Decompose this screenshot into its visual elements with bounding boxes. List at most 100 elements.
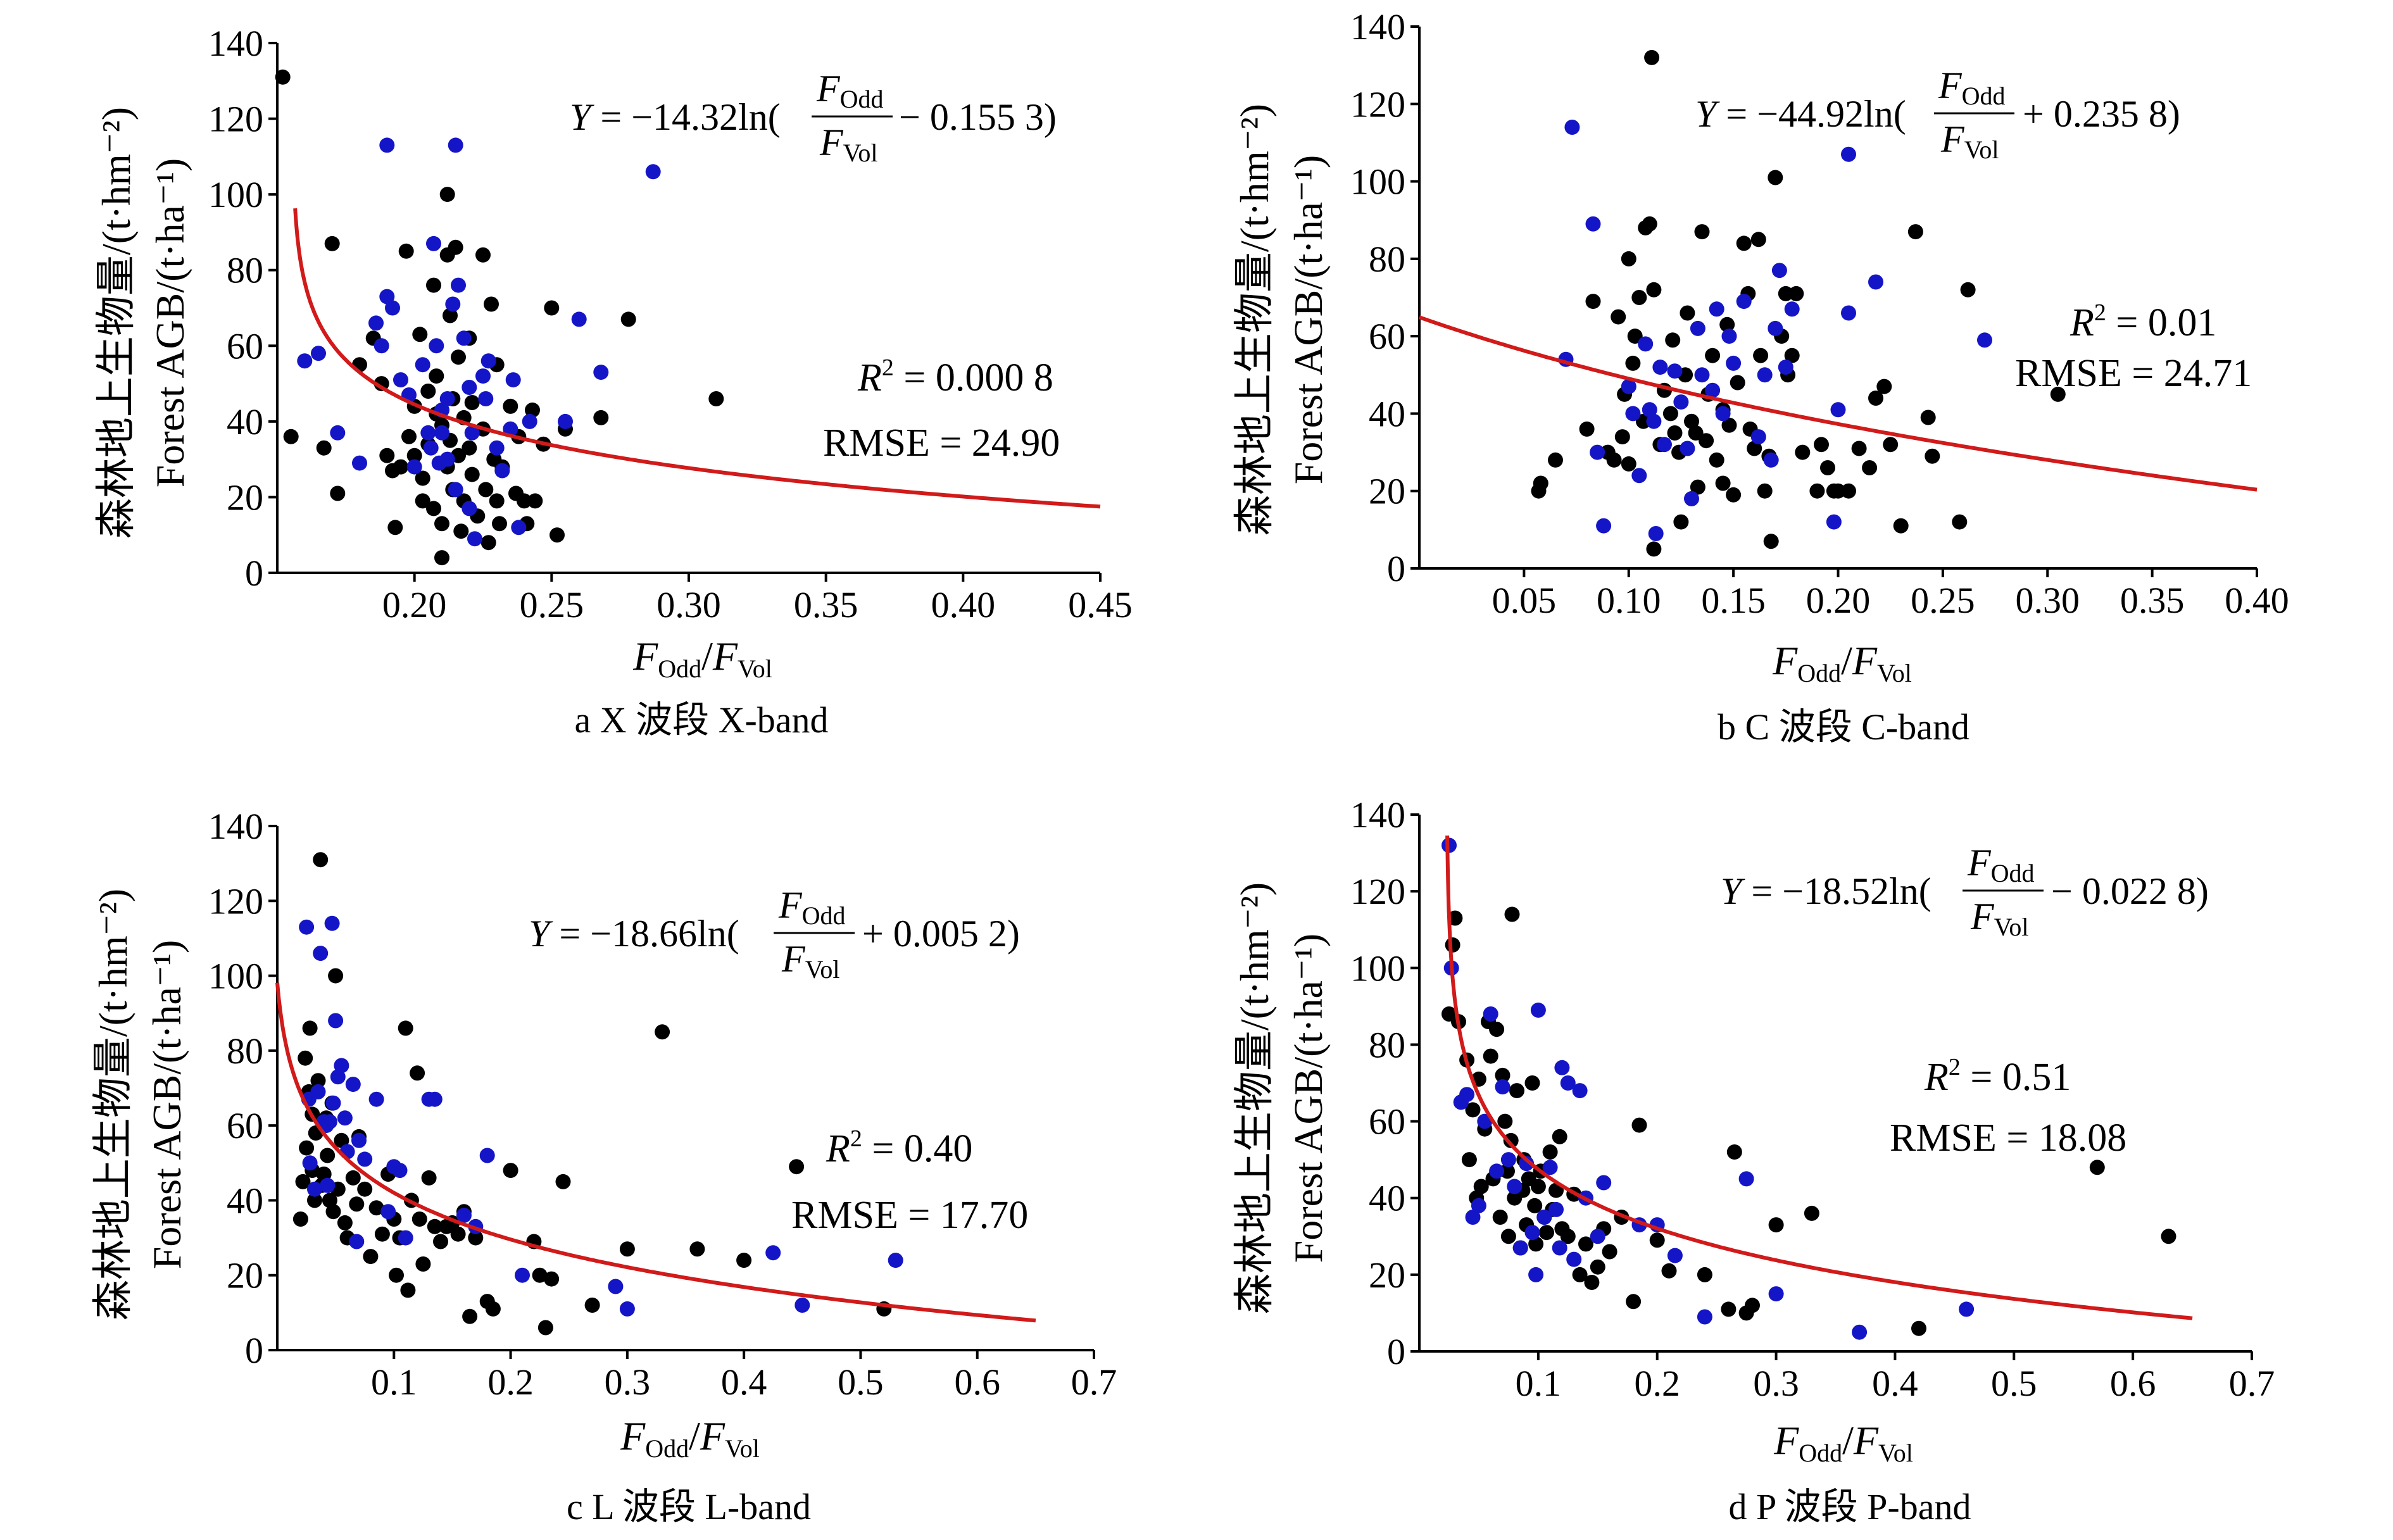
data-point-black <box>1715 475 1731 491</box>
data-point-black <box>357 1181 373 1197</box>
x-tick-label: 0.45 <box>1068 584 1133 625</box>
panel-b-points <box>1531 49 2066 557</box>
data-point-black <box>398 1020 413 1036</box>
data-point-blue <box>324 915 340 931</box>
data-point-black <box>292 1211 308 1227</box>
data-point-black <box>462 1308 478 1324</box>
data-point-blue <box>1778 360 1793 375</box>
data-point-black <box>1500 1163 1515 1179</box>
y-tick-label: 100 <box>208 956 263 997</box>
panel-b-fit-curve <box>1418 315 2258 492</box>
data-point-black <box>475 247 491 263</box>
data-point-blue <box>1868 274 1883 290</box>
panel-d-xlabel: FOdd/FVol <box>1773 1418 1913 1467</box>
data-point-black <box>387 520 403 535</box>
data-point-black <box>1539 1225 1554 1241</box>
data-point-blue <box>434 425 449 441</box>
panel-c-axes: 0.1 0.2 0.3 0.4 0.5 0.6 0.7 0 20 40 60 80 100 120 140 <box>208 806 1117 1403</box>
data-point-blue <box>448 482 463 498</box>
data-point-blue <box>1852 1324 1868 1340</box>
data-point-black <box>1542 1144 1558 1160</box>
data-point-black <box>421 1170 437 1186</box>
data-point-blue <box>302 1155 318 1171</box>
data-point-black <box>420 384 436 399</box>
data-point-black <box>415 493 430 509</box>
data-point-blue <box>1631 468 1647 484</box>
data-point-blue <box>393 372 408 388</box>
data-point-blue <box>1536 1210 1552 1225</box>
data-point-blue <box>415 357 430 373</box>
data-point-black <box>434 550 449 566</box>
data-point-black <box>1673 514 1689 530</box>
data-point-black <box>398 243 414 259</box>
data-point-black <box>1820 460 1835 475</box>
data-point-blue <box>1524 1225 1540 1241</box>
data-point-blue <box>467 531 482 547</box>
data-point-black <box>324 235 340 251</box>
svg-text:FVol: FVol <box>1940 118 1999 164</box>
data-point-blue <box>1500 1152 1516 1168</box>
svg-text:FOdd: FOdd <box>1967 842 2035 887</box>
data-point-black <box>429 368 444 384</box>
data-point-black <box>736 1253 752 1268</box>
data-point-black <box>325 1204 341 1220</box>
data-point-black <box>1841 483 1856 499</box>
data-point-blue <box>795 1298 810 1313</box>
data-point-black <box>295 1174 311 1189</box>
data-point-black <box>1768 1217 1784 1233</box>
data-point-blue <box>1471 1198 1486 1213</box>
data-point-blue <box>456 330 472 346</box>
data-point-blue <box>1638 336 1654 352</box>
data-point-black <box>1614 429 1630 445</box>
data-point-blue <box>1585 216 1601 232</box>
y-tick-label: 140 <box>1350 6 1405 47</box>
data-point-black <box>485 1301 501 1317</box>
data-point-blue <box>1530 1002 1546 1018</box>
x-tick-label: 0.6 <box>954 1362 1000 1403</box>
y-tick-label: 120 <box>1350 871 1405 912</box>
svg-text:− 0.155 3): − 0.155 3) <box>899 96 1057 138</box>
x-tick-label: 0.7 <box>2229 1363 2275 1404</box>
y-tick-label: 60 <box>227 325 263 366</box>
y-tick-label: 80 <box>1369 1024 1405 1065</box>
data-point-black <box>1627 329 1643 344</box>
data-point-black <box>1503 1132 1519 1148</box>
panel-d-r2: R2 = 0.51 <box>1924 1054 2071 1099</box>
data-point-black <box>544 300 560 316</box>
data-point-blue <box>765 1245 781 1261</box>
data-point-blue <box>1621 379 1636 394</box>
y-tick-label: 20 <box>227 1255 263 1296</box>
y-tick-label: 100 <box>1350 161 1405 203</box>
data-point-black <box>1461 1152 1477 1168</box>
data-point-black <box>443 308 458 323</box>
y-tick-label: 140 <box>208 806 263 847</box>
panel-c-xlabel: FOdd/FVol <box>620 1413 760 1463</box>
data-point-black <box>400 1282 416 1298</box>
data-point-blue <box>1736 294 1752 310</box>
data-point-black <box>1495 1067 1511 1083</box>
panel-a-r2: R2 = 0.000 8 <box>857 354 1053 399</box>
data-point-blue <box>334 1058 349 1074</box>
panel-a-xlabel: FOdd/FVol <box>632 634 772 683</box>
data-point-black <box>1527 1198 1543 1213</box>
data-point-black <box>434 516 449 532</box>
data-point-blue <box>1590 1229 1605 1244</box>
y-tick-label: 60 <box>1369 316 1405 357</box>
data-point-blue <box>1690 320 1705 336</box>
data-point-black <box>275 69 291 85</box>
panel-a-ylabel-en: Forest AGB/(t·ha⁻¹) <box>148 158 192 487</box>
y-tick-label: 20 <box>1369 1255 1405 1296</box>
panel-a-caption: a X 波段 X-band <box>574 699 828 741</box>
data-point-black <box>302 1020 318 1036</box>
data-point-blue <box>379 137 395 153</box>
data-point-blue <box>1673 394 1689 410</box>
x-tick-label: 0.15 <box>1701 580 1766 621</box>
data-point-blue <box>1646 413 1662 429</box>
data-point-blue <box>451 277 466 293</box>
data-point-black <box>1868 391 1883 406</box>
data-point-black <box>1631 290 1647 305</box>
data-point-black <box>415 1256 431 1272</box>
data-point-blue <box>310 1084 326 1099</box>
x-tick-label: 0.2 <box>487 1362 534 1403</box>
data-point-blue <box>1465 1210 1481 1225</box>
